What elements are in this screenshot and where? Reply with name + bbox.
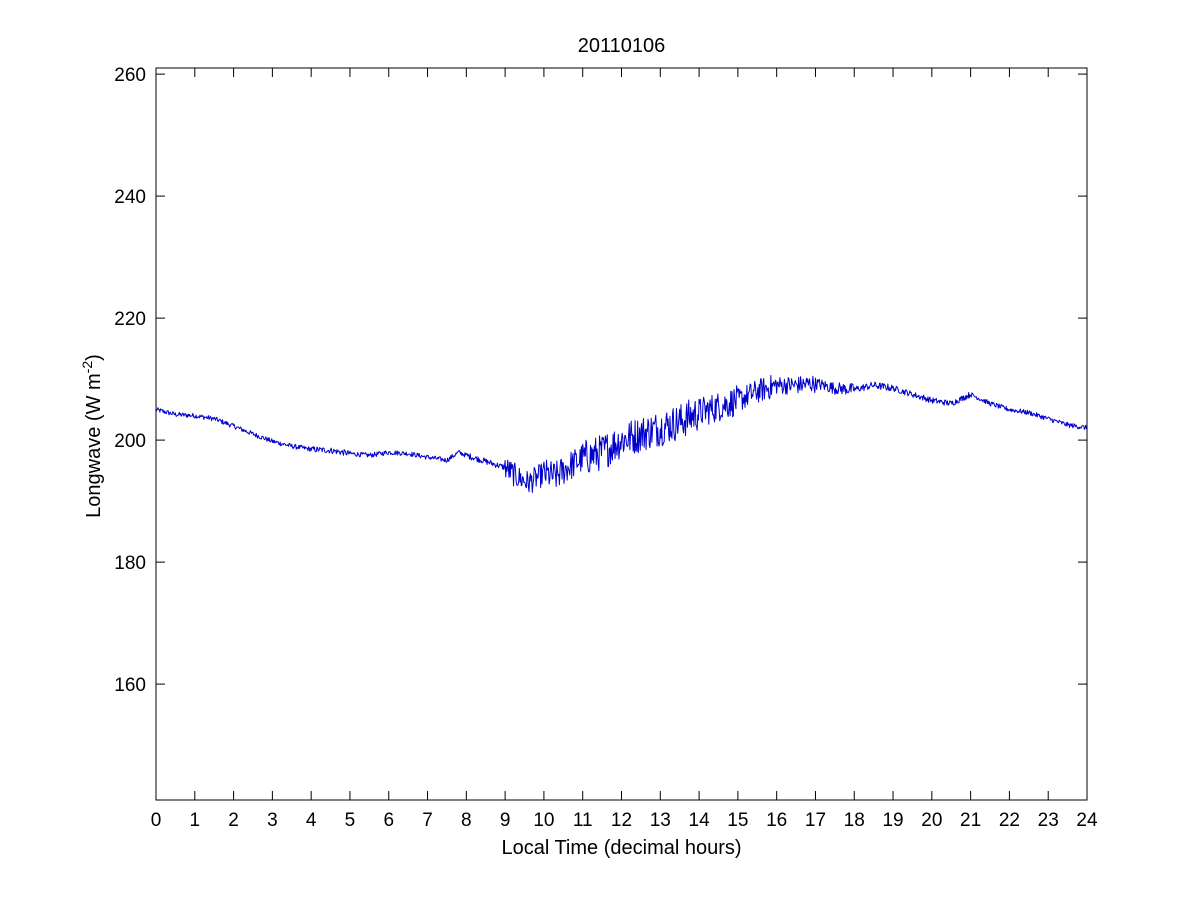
x-tick-label: 22 <box>999 810 1020 831</box>
x-tick-label: 21 <box>960 810 981 831</box>
y-axis-label-text: Longwave (W m <box>83 373 105 518</box>
x-tick-label: 7 <box>422 810 433 831</box>
y-tick-label: 160 <box>114 675 146 696</box>
x-tick-label: 6 <box>383 810 394 831</box>
x-tick-label: 3 <box>267 810 278 831</box>
y-axis-ticks: 160 180 200 220 240 260 <box>114 65 1087 696</box>
x-tick-label: 14 <box>689 810 711 831</box>
x-tick-label: 4 <box>306 810 317 831</box>
plot-area <box>156 68 1087 800</box>
x-tick-label: 18 <box>844 810 865 831</box>
y-axis-label: Longwave (W m-2) <box>79 354 105 518</box>
x-tick-label: 0 <box>151 810 162 831</box>
y-axis-label-suffix: ) <box>83 354 105 361</box>
x-axis-ticks: 0 1 2 3 4 5 6 7 8 9 10 11 12 13 14 15 16 17 18 19 20 21 22 23 24 <box>151 68 1098 831</box>
y-tick-label: 240 <box>114 187 146 208</box>
y-tick-label: 260 <box>114 65 146 86</box>
series-line <box>155 374 1088 493</box>
x-tick-label: 10 <box>533 810 554 831</box>
x-tick-label: 12 <box>611 810 632 831</box>
y-tick-label: 220 <box>114 309 146 330</box>
series-layer <box>155 374 1088 493</box>
x-tick-label: 9 <box>500 810 511 831</box>
chart-title: 20110106 <box>578 35 666 57</box>
x-tick-label: 15 <box>727 810 748 831</box>
x-tick-label: 2 <box>228 810 239 831</box>
x-tick-label: 11 <box>573 810 593 831</box>
y-tick-label: 200 <box>114 431 146 452</box>
x-tick-label: 16 <box>766 810 787 831</box>
x-tick-label: 19 <box>882 810 903 831</box>
x-tick-label: 13 <box>650 810 671 831</box>
x-tick-label: 1 <box>190 810 201 831</box>
x-tick-label: 8 <box>461 810 472 831</box>
y-axis-label-superscript: -2 <box>79 361 95 374</box>
x-tick-label: 23 <box>1038 810 1059 831</box>
x-tick-label: 17 <box>805 810 826 831</box>
x-tick-label: 5 <box>345 810 356 831</box>
x-tick-label: 20 <box>921 810 942 831</box>
y-tick-label: 180 <box>114 553 146 574</box>
x-tick-label: 24 <box>1076 810 1098 831</box>
x-axis-label: Local Time (decimal hours) <box>501 837 741 859</box>
